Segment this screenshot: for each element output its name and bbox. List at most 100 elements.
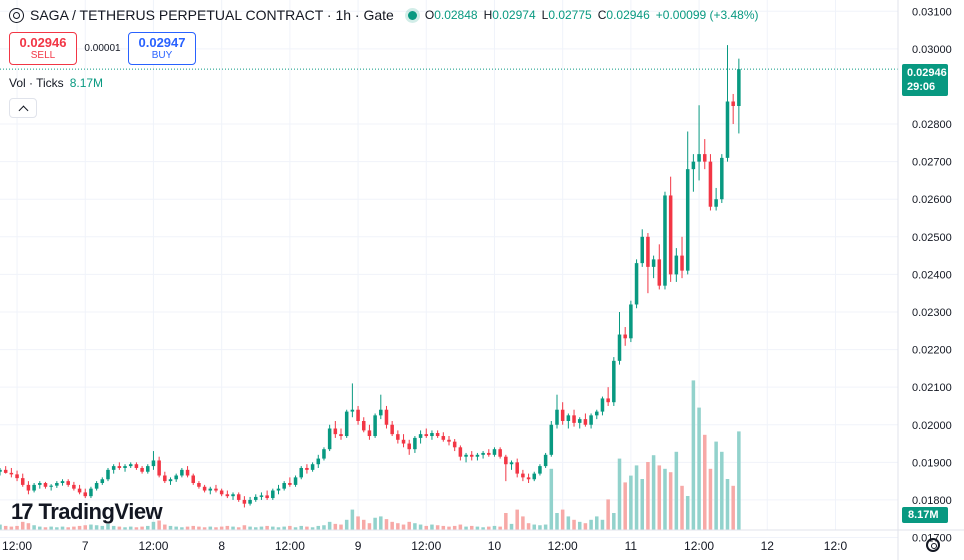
volume-bar (390, 521, 394, 530)
candle-body (600, 398, 605, 412)
volume-bar (100, 525, 105, 530)
candle-body (572, 415, 576, 423)
candle-body (731, 101, 735, 106)
candle-body (231, 494, 235, 497)
candle-body (708, 161, 713, 207)
volume-bar (407, 521, 411, 530)
tradingview-logo-icon: 17 (11, 499, 34, 524)
candle-body (356, 409, 360, 421)
time-tick-label: 12:00 (411, 539, 441, 553)
candle-body (299, 467, 303, 478)
candle-body (253, 496, 258, 500)
candle-body (322, 449, 326, 459)
volume-bar (430, 524, 434, 530)
time-tick-label: 12:00 (138, 539, 168, 553)
volume-bar (606, 499, 610, 530)
time-tick-label: 12:00 (275, 539, 305, 553)
volume-bar (322, 525, 326, 530)
volume-bar (185, 526, 190, 530)
time-axis: 12:00 7 12:00 8 12:00 9 12:00 10 12:00 11 12:00 12 1… (0, 529, 964, 553)
volume-legend[interactable]: Vol · Ticks 8.17M (9, 76, 103, 90)
symbol-legend: SAGA / TETHERUS PERPETUAL CONTRACT · 1h … (9, 7, 765, 23)
volume-bar (333, 523, 338, 530)
candle-body (55, 483, 59, 486)
volume-bar (702, 434, 707, 530)
ohlc-close: C0.02946 (597, 8, 650, 22)
volume-bar (248, 526, 252, 530)
tradingview-logo[interactable]: 17 TradingView (11, 499, 163, 525)
price-tick-label: 0.02100 (912, 382, 952, 394)
time-tick-label: 12:00 (2, 539, 32, 553)
bar-countdown: 29:06 (907, 81, 936, 93)
candle-body (538, 466, 542, 474)
volume-bar (305, 526, 309, 530)
buy-button[interactable]: 0.02947 BUY (128, 32, 196, 65)
volume-bar (299, 525, 303, 530)
volume-bar (134, 527, 139, 530)
candle-body (259, 495, 264, 497)
candle-body (310, 464, 315, 470)
candle-body (111, 466, 116, 470)
candle-body (430, 433, 434, 437)
candle-body (288, 483, 292, 485)
volume-bar (469, 525, 474, 530)
ohlc-high: H0.02974 (483, 8, 536, 22)
volume-bar (259, 526, 264, 530)
volume-tag: 8.17M (902, 507, 948, 523)
collapse-legend-button[interactable] (9, 98, 37, 118)
symbol-title[interactable]: SAGA / TETHERUS PERPETUAL CONTRACT · 1h … (30, 7, 394, 23)
candle-body (185, 469, 190, 476)
volume-bar (634, 465, 639, 530)
candle-body (225, 494, 230, 497)
candle-body (106, 469, 110, 480)
volume-bar (623, 482, 627, 530)
candle-body (140, 467, 144, 472)
candle-body (367, 430, 372, 437)
candle-body (3, 469, 8, 473)
volume-bar (271, 526, 275, 530)
volume-bar (310, 527, 315, 530)
price-tick-label: 0.02600 (912, 194, 952, 206)
volume-bar (691, 380, 696, 530)
candle-body (458, 447, 463, 457)
volume-bar (288, 525, 292, 530)
volume-bar (413, 523, 417, 530)
volume-bar (447, 526, 451, 530)
settings-icon[interactable] (926, 538, 940, 552)
candle-body (668, 195, 673, 275)
time-tick-label: 11 (625, 539, 638, 553)
volume-bar (231, 526, 235, 530)
volume-bar (577, 521, 582, 530)
volume-bar (208, 526, 213, 530)
volume-bar (350, 509, 355, 530)
candle-body (526, 477, 531, 480)
volume-bar (532, 524, 537, 530)
volume-bar (344, 519, 349, 530)
candle-body (333, 428, 338, 435)
volume-bar (3, 525, 8, 530)
market-status-icon[interactable] (407, 10, 417, 20)
volume-bar (418, 524, 423, 530)
buy-price: 0.02947 (138, 35, 186, 50)
candle-body (49, 485, 53, 487)
volume-bar (214, 527, 218, 530)
price-tick-label: 0.03100 (912, 6, 952, 18)
candle-body (38, 483, 42, 485)
sell-button[interactable]: 0.02946 SELL (9, 32, 77, 65)
volume-bar (15, 525, 19, 530)
spread-value: 0.00001 (84, 43, 121, 54)
candle-body (396, 434, 400, 440)
time-tick-label: 12:0 (824, 539, 848, 553)
candle-body (242, 499, 247, 504)
candle-body (43, 483, 48, 487)
volume-bar (668, 472, 673, 530)
volume-bar (94, 525, 99, 530)
candle-body (361, 420, 366, 431)
candle-body (128, 464, 133, 467)
volume-bar (242, 525, 247, 530)
volume-bar (521, 516, 525, 530)
price-tick-label: 0.02700 (912, 157, 952, 169)
candle-body (566, 415, 571, 421)
volume-bar (629, 475, 633, 530)
